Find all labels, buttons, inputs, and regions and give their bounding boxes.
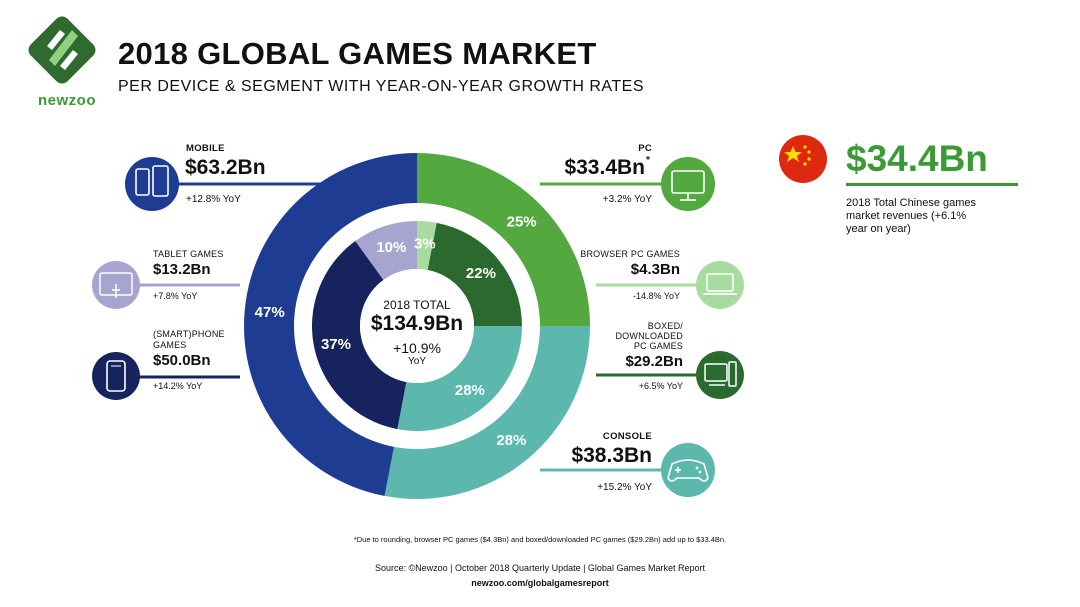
browser-label: BROWSER PC GAMES <box>580 249 680 259</box>
inner-slice-browser-pc-games <box>417 221 437 271</box>
china-text-line-1: 2018 Total Chinese games <box>846 197 977 209</box>
pc-label: PC <box>638 143 652 154</box>
phone-label-2: GAMES <box>153 340 187 350</box>
console-value: $38.3Bn <box>571 444 652 467</box>
tablet-yoy: +7.8% YoY <box>153 291 198 301</box>
browser-yoy: -14.8% YoY <box>632 291 680 301</box>
pc-monitor-icon <box>661 157 715 211</box>
inner-label-console: 28% <box>455 382 485 399</box>
report-url[interactable]: newzoo.com/globalgamesreport <box>471 578 609 588</box>
tablet-icon <box>92 261 140 309</box>
center-total-label: 2018 TOTAL <box>383 298 451 312</box>
inner-label-browser-pc-games: 3% <box>414 235 436 252</box>
mobile-label: MOBILE <box>186 143 225 154</box>
boxed-label-2: DOWNLOADED <box>615 331 683 341</box>
desktop-pc-icon <box>696 351 744 399</box>
inner-slice-console <box>397 326 522 431</box>
logo-text: newzoo <box>38 92 96 109</box>
page-subtitle: PER DEVICE & SEGMENT WITH YEAR-ON-YEAR G… <box>118 78 644 95</box>
china-flag-icon <box>779 135 827 183</box>
mobile-icon <box>125 157 179 211</box>
center-total-value: $134.9Bn <box>370 312 464 335</box>
inner-slice--smart-phone-games <box>312 241 407 430</box>
newzoo-logo-icon <box>28 16 96 84</box>
phone-yoy: +14.2% YoY <box>153 381 203 391</box>
center-growth: +10.9% <box>393 340 441 356</box>
browser-value: $4.3Bn <box>630 261 680 278</box>
boxed-value: $29.2Bn <box>625 353 683 370</box>
china-description: 2018 Total Chinese games market revenues… <box>846 197 1036 236</box>
footnote: *Due to rounding, browser PC games ($4.3… <box>353 535 727 544</box>
inner-slice-tablet-games <box>355 221 417 280</box>
boxed-label-1: BOXED/ <box>647 321 683 331</box>
inner-slice-boxed-downloaded-pc-games <box>427 222 522 326</box>
china-underline <box>846 183 1018 186</box>
gamepad-icon <box>661 443 715 497</box>
phone-label-1: (SMART)PHONE <box>153 329 225 339</box>
console-yoy: +15.2% YoY <box>597 482 652 493</box>
console-label: CONSOLE <box>602 431 652 442</box>
phone-value: $50.0Bn <box>153 352 211 369</box>
tablet-label: TABLET GAMES <box>153 249 224 259</box>
connector-lines <box>136 182 700 472</box>
outer-slice-mobile <box>243 153 417 496</box>
center-hole <box>360 269 474 383</box>
outer-label-console: 28% <box>496 432 526 449</box>
mobile-value: $63.2Bn <box>185 156 266 179</box>
outer-label-mobile: 47% <box>255 304 285 321</box>
tablet-value: $13.2Bn <box>153 261 211 278</box>
center-growth-unit: YoY <box>408 356 426 367</box>
inner-label-tablet-games: 10% <box>376 239 406 256</box>
china-text-line-3: year on year) <box>846 223 911 235</box>
outer-label-pc: 25% <box>507 213 537 230</box>
inner-label--smart-phone-games: 37% <box>321 336 351 353</box>
boxed-label-3: PC GAMES <box>633 341 683 351</box>
china-value: $34.4Bn <box>846 138 988 179</box>
outer-slice-pc <box>417 153 590 326</box>
china-text-line-2: market revenues (+6.1% <box>846 210 967 222</box>
pc-yoy: +3.2% YoY <box>602 194 652 205</box>
boxed-yoy: +6.5% YoY <box>638 381 683 391</box>
smartphone-icon <box>92 352 140 400</box>
page-title: 2018 GLOBAL GAMES MARKET <box>118 36 597 71</box>
source-text: Source: ©Newzoo | October 2018 Quarterly… <box>375 563 705 573</box>
outer-slice-console <box>384 326 590 500</box>
pc-asterisk: * <box>646 155 650 166</box>
laptop-icon <box>696 261 744 309</box>
pc-value: $33.4Bn <box>564 156 645 179</box>
mobile-yoy: +12.8% YoY <box>186 194 241 205</box>
inner-label-boxed-downloaded-pc-games: 22% <box>466 265 496 282</box>
